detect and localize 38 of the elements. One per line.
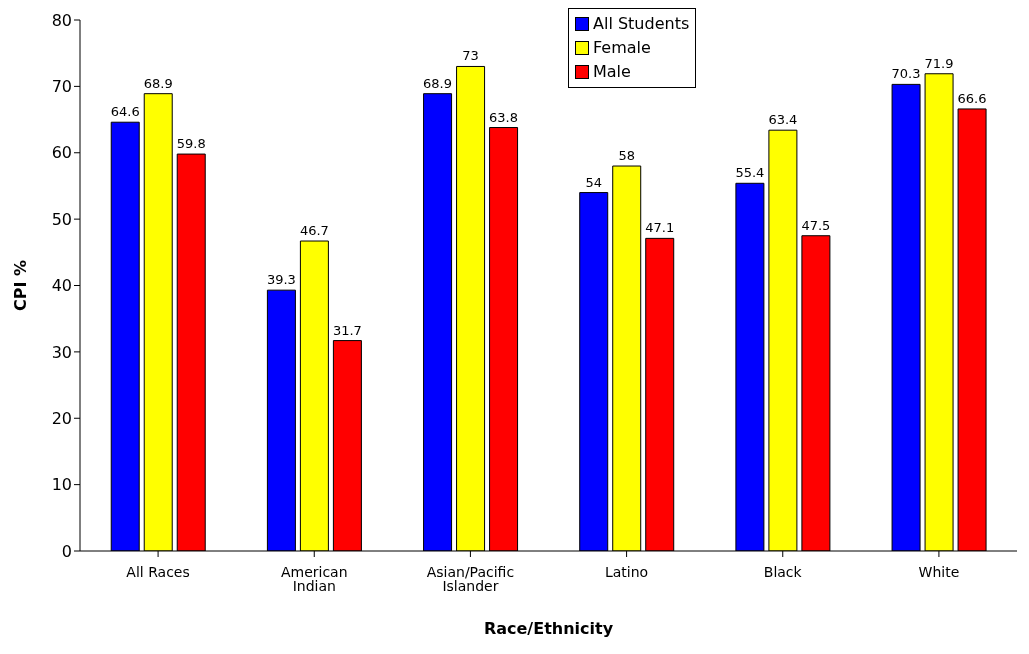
y-tick-label: 40 <box>51 276 72 296</box>
data-label: 71.9 <box>924 55 954 71</box>
y-axis-title: CPI % <box>10 259 30 312</box>
y-tick-label: 50 <box>51 209 72 229</box>
data-label: 68.9 <box>143 75 173 91</box>
legend-label: Female <box>593 37 651 59</box>
y-tick-label: 80 <box>51 10 72 30</box>
legend-label: All Students <box>593 13 690 35</box>
y-tick-label: 20 <box>51 408 72 428</box>
x-axis-title: Race/Ethnicity <box>483 619 614 638</box>
x-tick-label: Asian/Pacific Islander <box>426 563 515 594</box>
data-label: 70.3 <box>891 66 921 82</box>
data-label: 64.6 <box>110 104 140 120</box>
x-tick-label: All Races <box>126 563 190 580</box>
data-label: 63.4 <box>768 112 798 128</box>
y-tick-label: 70 <box>51 77 72 97</box>
data-label: 47.5 <box>801 217 831 233</box>
x-tick-label: Black <box>763 563 803 580</box>
x-tick-label: White <box>918 563 960 580</box>
y-tick-label: 30 <box>51 342 72 362</box>
data-label: 68.9 <box>423 75 453 91</box>
data-label: 46.7 <box>299 223 329 239</box>
data-label: 39.3 <box>266 272 296 288</box>
data-label: 59.8 <box>176 136 206 152</box>
data-label: 66.6 <box>957 90 987 106</box>
data-label: 54 <box>585 174 603 190</box>
y-tick-label: 0 <box>61 541 72 561</box>
data-label: 55.4 <box>735 165 765 181</box>
y-tick-label: 10 <box>51 475 72 495</box>
data-label: 58 <box>618 148 636 164</box>
data-label: 47.1 <box>645 220 675 236</box>
data-label: 63.8 <box>489 109 519 125</box>
data-label: 73 <box>462 48 479 64</box>
data-label: 31.7 <box>332 322 362 338</box>
legend-label: Male <box>593 61 631 83</box>
y-tick-label: 60 <box>51 143 72 163</box>
x-tick-label: American Indian <box>280 563 348 594</box>
x-tick-label: Latino <box>604 563 649 580</box>
